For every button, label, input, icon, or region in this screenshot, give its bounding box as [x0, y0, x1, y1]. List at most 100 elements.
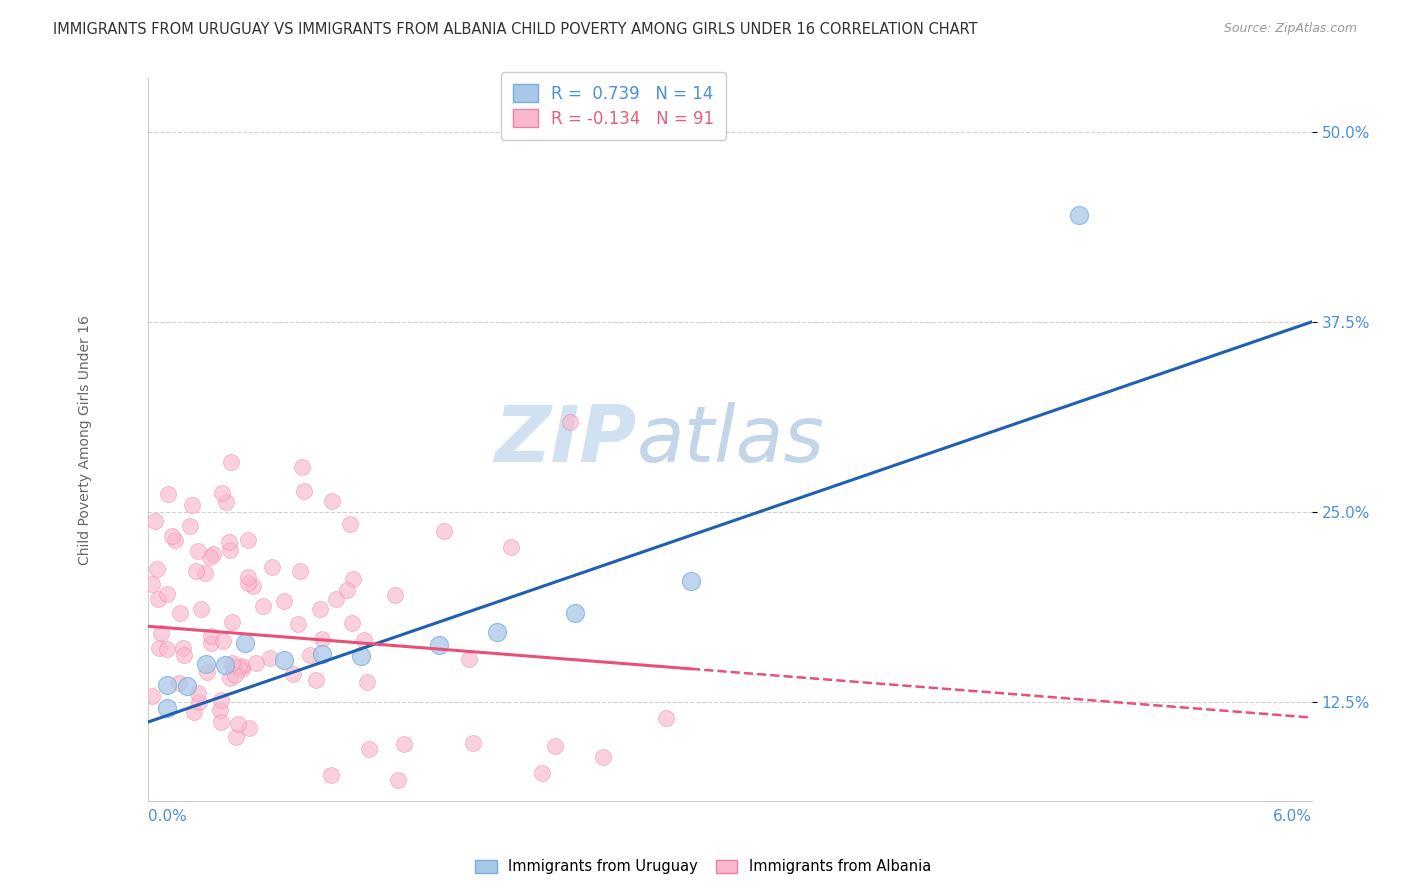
Point [463, 824, 485, 838]
Point [291, 460, 314, 475]
Point [298, 648, 321, 663]
Point [321, 767, 343, 781]
Point [214, 658, 236, 673]
Point [231, 658, 253, 673]
Point [387, 772, 409, 787]
Point [221, 615, 243, 629]
Point [146, 562, 169, 576]
Point [156, 641, 179, 656]
Point [287, 617, 309, 632]
Point [544, 739, 567, 754]
Text: ZIP: ZIP [495, 401, 637, 478]
Point [218, 542, 240, 557]
Point [176, 679, 198, 693]
Point [211, 486, 233, 500]
Point [283, 667, 305, 681]
Point [356, 674, 378, 689]
Point [262, 560, 284, 574]
Point [201, 547, 224, 561]
Y-axis label: Child Poverty Among Girls Under 16: Child Poverty Among Girls Under 16 [79, 315, 93, 565]
Point [336, 583, 359, 598]
Point [226, 717, 249, 731]
Point [458, 651, 481, 665]
Point [304, 673, 326, 687]
Point [311, 632, 333, 646]
Point [224, 668, 246, 682]
Point [156, 487, 179, 501]
Point [141, 690, 163, 704]
Point [222, 658, 245, 673]
Point [655, 711, 678, 725]
Point [530, 766, 553, 780]
Point [325, 591, 347, 606]
Point [311, 648, 333, 662]
Point [231, 662, 253, 676]
Point [242, 579, 264, 593]
Point [219, 455, 242, 469]
Point [156, 701, 179, 715]
Point [179, 518, 201, 533]
Point [141, 577, 163, 591]
Legend: Immigrants from Uruguay, Immigrants from Albania: Immigrants from Uruguay, Immigrants from… [468, 854, 938, 880]
Point [321, 493, 343, 508]
Point [200, 635, 222, 649]
Point [252, 599, 274, 614]
Point [342, 572, 364, 586]
Point [221, 656, 243, 670]
Point [238, 722, 260, 736]
Point [149, 626, 172, 640]
Legend: R =  0.739   N = 14, R = -0.134   N = 91: R = 0.739 N = 14, R = -0.134 N = 91 [501, 72, 725, 139]
Point [309, 602, 332, 616]
Text: IMMIGRANTS FROM URUGUAY VS IMMIGRANTS FROM ALBANIA CHILD POVERTY AMONG GIRLS UND: IMMIGRANTS FROM URUGUAY VS IMMIGRANTS FR… [53, 22, 979, 37]
Point [427, 638, 450, 652]
Point [463, 736, 485, 750]
Point [357, 742, 380, 756]
Point [273, 653, 295, 667]
Point [156, 678, 179, 692]
Point [215, 494, 238, 508]
Point [195, 665, 218, 679]
Point [218, 671, 240, 685]
Point [163, 533, 186, 548]
Point [273, 594, 295, 608]
Point [1067, 208, 1090, 222]
Point [209, 692, 232, 706]
Point [212, 634, 235, 648]
Text: atlas: atlas [637, 401, 824, 478]
Point [392, 737, 415, 751]
Point [238, 533, 260, 548]
Point [190, 601, 212, 615]
Point [290, 564, 312, 578]
Point [560, 415, 582, 429]
Point [156, 587, 179, 601]
Text: 0.0%: 0.0% [148, 809, 187, 824]
Point [173, 648, 195, 662]
Point [433, 524, 456, 538]
Point [259, 651, 281, 665]
Point [169, 606, 191, 620]
Point [485, 625, 508, 640]
Point [200, 628, 222, 642]
Point [292, 484, 315, 499]
Point [148, 640, 170, 655]
Point [186, 564, 208, 578]
Point [172, 640, 194, 655]
Point [225, 730, 247, 744]
Point [564, 607, 586, 621]
Point [350, 649, 373, 664]
Point [162, 528, 184, 542]
Point [218, 535, 240, 549]
Point [209, 703, 232, 717]
Point [238, 570, 260, 584]
Point [209, 715, 232, 730]
Point [195, 657, 218, 671]
Point [180, 499, 202, 513]
Point [194, 566, 217, 581]
Point [167, 676, 190, 690]
Point [187, 686, 209, 700]
Point [228, 660, 250, 674]
Point [679, 574, 702, 588]
Point [339, 516, 361, 531]
Text: 6.0%: 6.0% [1272, 809, 1312, 824]
Point [592, 750, 614, 764]
